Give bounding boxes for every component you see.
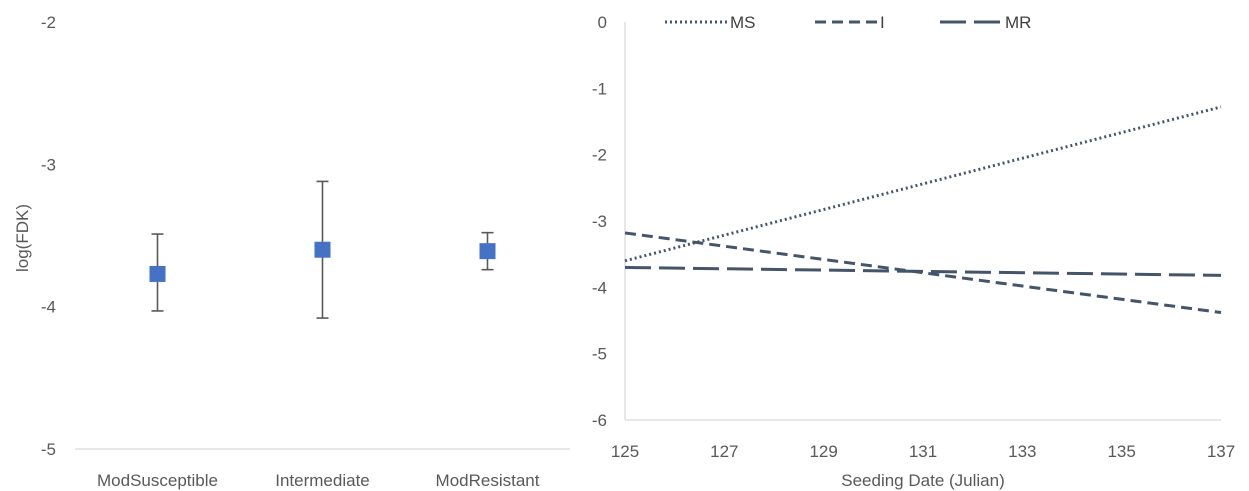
legend-label: MR (1005, 13, 1031, 32)
left-chart-y-axis-title: log(FDK) (13, 204, 32, 272)
right-y-tick-label: -3 (592, 212, 607, 231)
data-point-marker (314, 241, 331, 258)
left-chart-x-tick-labels: ModSusceptible Intermediate ModResistant (97, 471, 540, 490)
left-y-tick-label: -2 (41, 13, 56, 32)
right-y-tick-label: -4 (592, 278, 607, 297)
left-x-tick-label: ModSusceptible (97, 471, 218, 490)
right-chart: -6-5-4-3-2-10 125 127 129 131 133 135 137 MS I M… (592, 13, 1235, 490)
left-y-tick-label: -5 (41, 440, 56, 459)
right-chart-y-tick-labels: -6 -5 -4 -3 -2 -1 0 (592, 13, 607, 430)
right-x-tick-label: 127 (710, 442, 738, 461)
series-line-ms (624, 105, 1222, 263)
right-chart-x-tick-labels: 125 127 129 131 133 135 137 (611, 442, 1235, 461)
right-x-tick-label: 125 (611, 442, 639, 461)
left-y-tick-label: -3 (41, 155, 56, 174)
series-line-i (624, 231, 1222, 315)
left-chart: -5 -4 -3 -2 ModSusceptible Intermediate ModRe… (13, 13, 570, 490)
legend-label: I (880, 13, 885, 32)
legend-label: MS (730, 13, 756, 32)
left-chart-y-tick-labels: -5 -4 -3 -2 (41, 13, 56, 459)
right-chart-legend: MS I MR (665, 13, 1031, 32)
right-chart-x-axis-title: Seeding Date (Julian) (841, 471, 1004, 490)
right-y-tick-label: -5 (592, 345, 607, 364)
right-x-tick-label: 129 (809, 442, 837, 461)
left-chart-points (149, 241, 496, 282)
right-y-tick-label: -1 (592, 79, 607, 98)
right-chart-series-lines (624, 105, 1222, 315)
left-x-tick-label: Intermediate (275, 471, 370, 490)
left-x-tick-label: ModResistant (436, 471, 540, 490)
data-point-marker (149, 265, 166, 282)
left-y-tick-label: -4 (41, 298, 56, 317)
legend-entry-mr: MR (940, 13, 1031, 32)
right-x-tick-label: 135 (1107, 442, 1135, 461)
series-line-mr (624, 265, 1222, 277)
right-x-tick-label: 137 (1207, 442, 1235, 461)
right-x-tick-label: 133 (1008, 442, 1036, 461)
legend-entry-i: I (815, 13, 885, 32)
right-x-tick-label: 131 (909, 442, 937, 461)
data-point-marker (479, 243, 496, 260)
legend-entry-ms: MS (665, 13, 756, 32)
right-y-tick-label: -2 (592, 146, 607, 165)
right-y-tick-label: -6 (592, 411, 607, 430)
right-y-tick-label: 0 (598, 13, 607, 32)
